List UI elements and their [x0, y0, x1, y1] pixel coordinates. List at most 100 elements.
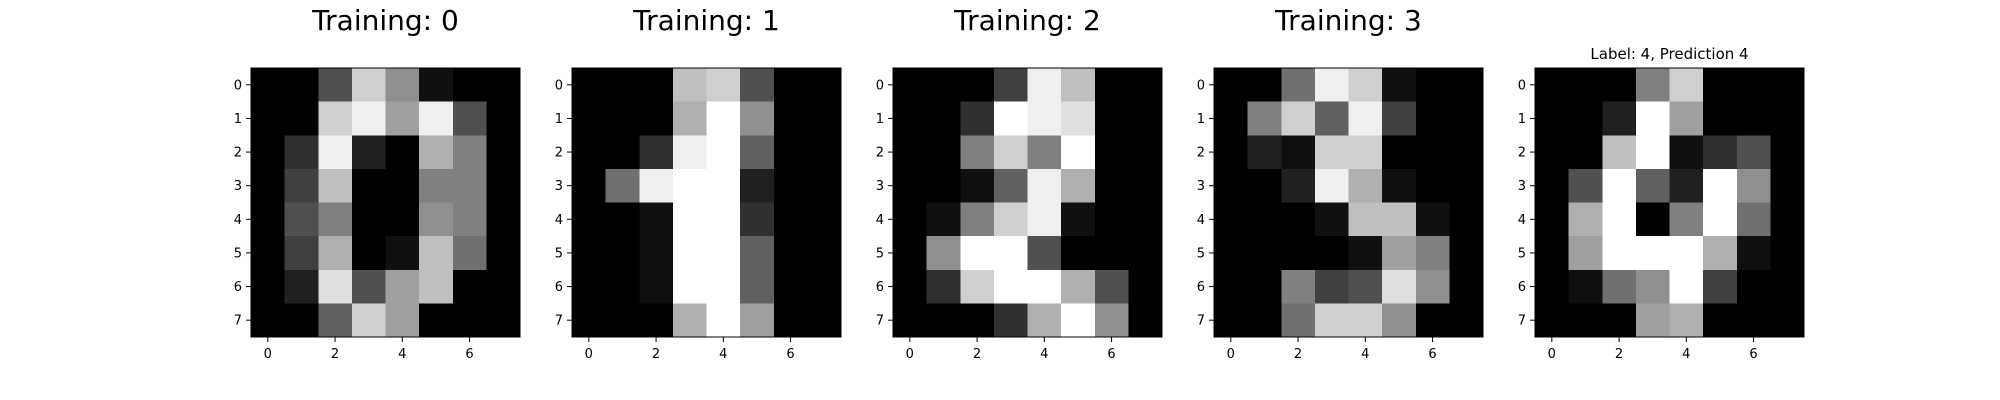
- pixel-cell: [960, 303, 995, 338]
- pixel-cell: [351, 303, 387, 338]
- pixel-cell: [1635, 303, 1671, 338]
- pixel-cell: [419, 236, 454, 271]
- pixel-cell: [486, 202, 521, 237]
- pixel-cell: [572, 269, 607, 304]
- pixel-cell: [926, 68, 961, 103]
- pixel-cell: [572, 68, 607, 103]
- y-tick-label: 4: [876, 213, 884, 228]
- pixel-cell: [706, 269, 741, 304]
- pixel-cell: [419, 101, 454, 136]
- pixel-cell: [1247, 202, 1282, 237]
- pixel-cell: [1602, 236, 1637, 271]
- pixel-cell: [926, 236, 961, 271]
- x-tick-label: 4: [398, 347, 406, 362]
- pixel-cell: [1094, 101, 1129, 136]
- pixel-cell: [740, 269, 775, 304]
- pixel-cell: [1247, 101, 1282, 136]
- y-tick-label: 3: [1197, 179, 1205, 194]
- pixel-cell: [1770, 303, 1805, 338]
- pixel-cell: [639, 101, 674, 136]
- pixel-cell: [960, 269, 995, 304]
- pixel-cell: [1568, 269, 1603, 304]
- pixel-cell: [572, 236, 607, 271]
- pixel-cell: [1770, 101, 1805, 136]
- pixel-cell: [1415, 303, 1450, 338]
- digit-panel-2: Training: 2 0 1 2 3 4 5 6 7 0 2 4 6: [876, 4, 1163, 362]
- y-tick-label: 3: [876, 179, 884, 194]
- y-tick-label: 5: [555, 246, 563, 261]
- pixel-cell: [1415, 236, 1450, 271]
- pixel-cell: [672, 135, 708, 170]
- pixel-cell: [1314, 236, 1350, 271]
- pixel-cell: [1348, 269, 1383, 304]
- pixel-cell: [1568, 101, 1603, 136]
- pixel-cell: [1247, 68, 1282, 103]
- pixel-cell: [706, 168, 741, 204]
- pixel-cell: [1214, 269, 1249, 304]
- y-tick-label: 6: [1197, 280, 1205, 295]
- pixel-cell: [1348, 101, 1383, 136]
- pixel-cell: [1415, 135, 1450, 170]
- pixel-cell: [893, 101, 928, 136]
- pixel-cell: [1535, 202, 1570, 237]
- pixel-cell: [639, 269, 674, 304]
- pixel-cell: [639, 202, 674, 237]
- y-tick-label: 3: [1518, 179, 1526, 194]
- pixel-cell: [740, 135, 775, 170]
- pixel-cell: [926, 101, 961, 136]
- y-tick-label: 0: [1197, 78, 1205, 93]
- pixel-cell: [1281, 135, 1316, 170]
- pixel-cell: [486, 269, 521, 304]
- pixel-cell: [1214, 303, 1249, 338]
- pixel-cell: [1094, 202, 1129, 237]
- x-tick-label: 2: [1615, 347, 1623, 362]
- pixel-cell: [1602, 303, 1637, 338]
- pixel-cell: [807, 168, 842, 204]
- pixel-cell: [706, 236, 741, 271]
- pixel-cell: [572, 303, 607, 338]
- pixel-cell: [1061, 101, 1096, 136]
- pixel-cell: [251, 168, 286, 204]
- pixel-cell: [1736, 202, 1771, 237]
- pixel-cell: [893, 68, 928, 103]
- pixel-cell: [1128, 168, 1163, 204]
- pixel-cell: [1247, 236, 1282, 271]
- pixel-cell: [993, 269, 1029, 304]
- y-tick-label: 7: [1197, 314, 1205, 329]
- pixel-cell: [1635, 269, 1671, 304]
- pixel-cell: [1061, 236, 1096, 271]
- pixel-cell: [1214, 68, 1249, 103]
- pixel-cell: [251, 236, 286, 271]
- pixel-cell: [893, 135, 928, 170]
- pixel-cell: [960, 101, 995, 136]
- pixel-cell: [284, 202, 319, 237]
- y-tick-label: 7: [234, 314, 242, 329]
- pixel-cell: [1602, 135, 1637, 170]
- pixel-cell: [672, 303, 708, 338]
- pixel-cell: [807, 135, 842, 170]
- x-tick-label: 2: [1294, 347, 1302, 362]
- pixel-cell: [926, 303, 961, 338]
- y-tick-label: 1: [1197, 112, 1205, 127]
- y-tick-label: 7: [1518, 314, 1526, 329]
- y-tick-label: 2: [555, 146, 563, 161]
- axes-frame: [1534, 67, 1805, 338]
- pixel-cell: [1348, 135, 1383, 170]
- pixel-cell: [1247, 168, 1282, 204]
- pixel-cell: [605, 236, 640, 271]
- pixel-cell: [419, 68, 454, 103]
- pixel-cell: [1027, 68, 1062, 103]
- pixel-cell: [385, 303, 420, 338]
- y-tick-label: 7: [555, 314, 563, 329]
- pixel-cell: [1449, 202, 1484, 237]
- pixel-cell: [385, 202, 420, 237]
- pixel-cell: [1382, 236, 1417, 271]
- pixel-cell: [926, 269, 961, 304]
- y-tick-label: 2: [876, 146, 884, 161]
- pixel-cell: [773, 269, 808, 304]
- pixel-cell: [1449, 135, 1484, 170]
- digit-panel-3: Training: 3 0 1 2 3 4 5 6 7 0 2 4 6: [1197, 4, 1484, 362]
- pixel-cell: [1382, 101, 1417, 136]
- image-cells: [251, 68, 521, 338]
- pixel-cell: [486, 135, 521, 170]
